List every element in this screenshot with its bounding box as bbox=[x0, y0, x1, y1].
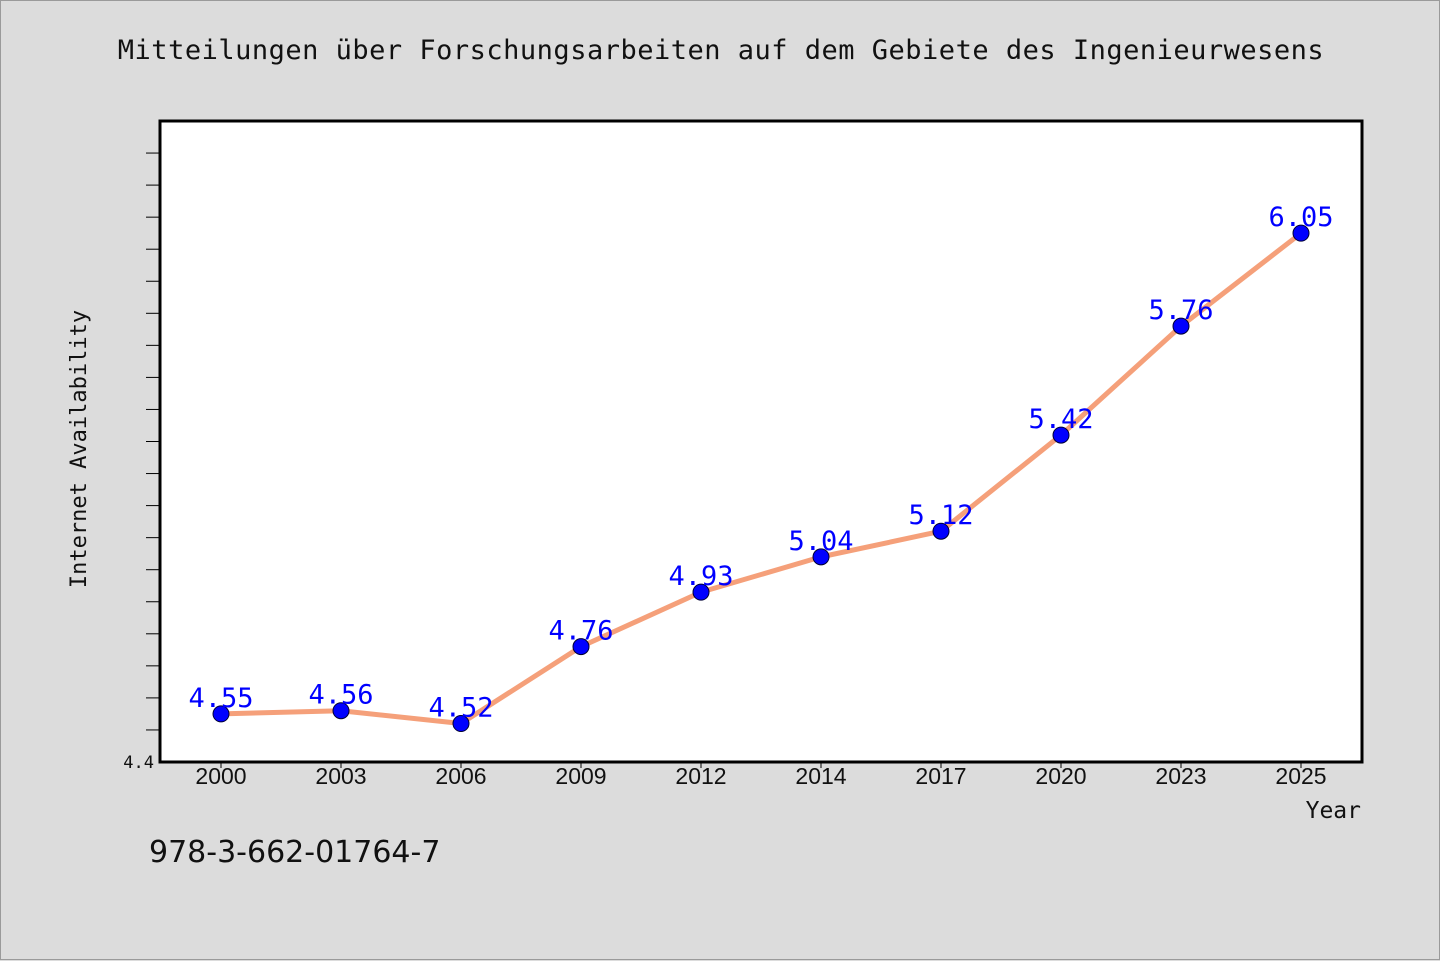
data-point bbox=[812, 548, 830, 566]
isbn-code: 978-3-662-01764-7 bbox=[149, 835, 441, 870]
y-axis-label: Internet Availability bbox=[67, 310, 92, 588]
x-tick-label: 2003 bbox=[315, 763, 366, 789]
y-axis-ticks bbox=[146, 152, 160, 731]
data-label: 4.52 bbox=[428, 693, 493, 724]
x-axis-ticks bbox=[220, 762, 1302, 768]
data-label: 5.04 bbox=[788, 526, 853, 557]
data-point bbox=[452, 715, 470, 733]
data-point bbox=[332, 702, 350, 720]
y-tick-label: 4.4 bbox=[123, 753, 154, 773]
x-tick-label: 2025 bbox=[1275, 763, 1326, 789]
data-point bbox=[212, 705, 230, 723]
data-label: 4.76 bbox=[548, 616, 613, 647]
data-point bbox=[1292, 224, 1310, 242]
data-label: 4.93 bbox=[668, 561, 733, 592]
series-markers bbox=[212, 224, 1310, 733]
data-label: 4.55 bbox=[188, 683, 253, 714]
series-line bbox=[218, 230, 1304, 727]
data-label: 6.05 bbox=[1268, 202, 1333, 233]
data-label: 4.56 bbox=[308, 680, 373, 711]
data-point bbox=[1172, 317, 1190, 335]
data-label: 5.12 bbox=[908, 500, 973, 531]
data-point bbox=[572, 638, 590, 656]
data-point bbox=[932, 522, 950, 540]
x-tick-labels: 2000 2003 2006 2009 2012 2014 2017 2020 2023 2025 bbox=[195, 763, 1326, 789]
x-axis-label: Year bbox=[1306, 798, 1361, 824]
x-tick-label: 2006 bbox=[435, 763, 486, 789]
chart-title: Mitteilungen über Forschungsarbeiten auf… bbox=[117, 35, 1325, 66]
x-tick-label: 2000 bbox=[195, 763, 246, 789]
data-labels: 4.55 4.56 4.52 4.76 4.93 5.04 5.12 5.42 5.76 6.05 bbox=[188, 202, 1333, 723]
x-tick-label: 2017 bbox=[915, 763, 966, 789]
x-tick-label: 2020 bbox=[1035, 763, 1086, 789]
x-tick-label: 2023 bbox=[1155, 763, 1206, 789]
data-label: 5.42 bbox=[1028, 404, 1093, 435]
plot-area bbox=[158, 119, 1364, 764]
data-label: 5.76 bbox=[1148, 295, 1213, 326]
x-tick-label: 2012 bbox=[675, 763, 726, 789]
data-point bbox=[1052, 426, 1070, 444]
x-tick-label: 2009 bbox=[555, 763, 606, 789]
data-point bbox=[692, 583, 710, 601]
x-tick-label: 2014 bbox=[795, 763, 846, 789]
